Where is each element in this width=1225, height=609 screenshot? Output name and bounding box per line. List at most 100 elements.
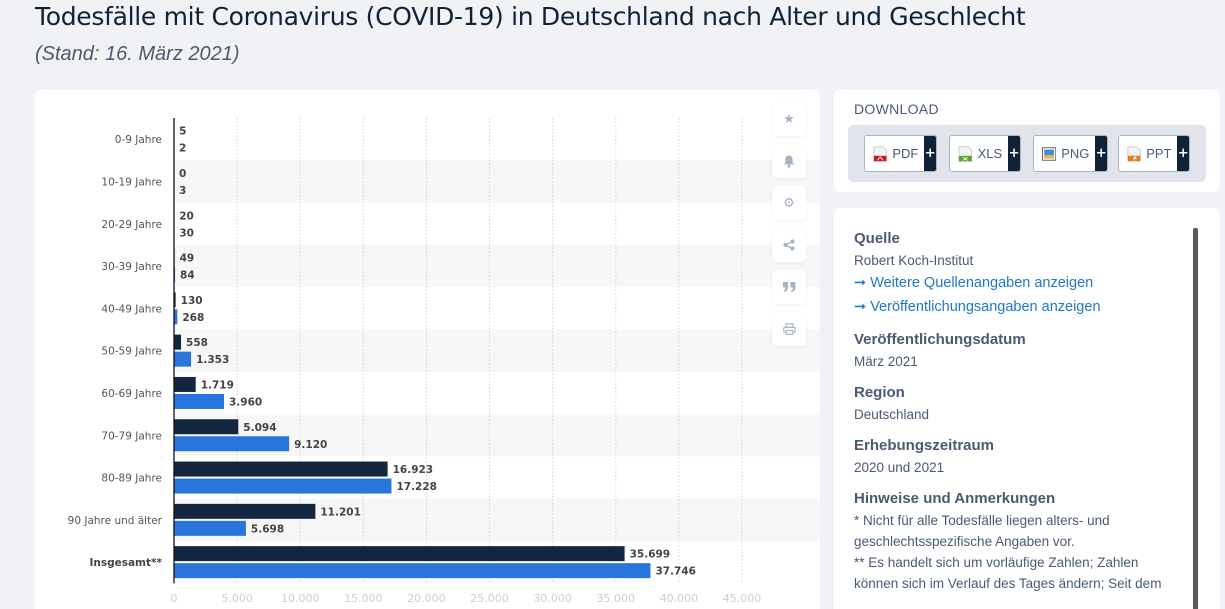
x-tick-label: 35.000 bbox=[597, 592, 636, 605]
data-label: 3 bbox=[179, 185, 186, 197]
data-label: 558 bbox=[186, 337, 208, 349]
data-label: 30 bbox=[179, 227, 194, 239]
category-label: 50-59 Jahre bbox=[101, 346, 162, 358]
source-heading: Quelle bbox=[854, 230, 900, 247]
print-icon bbox=[782, 323, 796, 335]
xls-file-icon bbox=[958, 145, 973, 162]
plus-icon: + bbox=[1095, 136, 1107, 171]
more-sources-label: Weitere Quellenangaben anzeigen bbox=[870, 275, 1094, 291]
download-bar: PDF + XLS + PNG + PPT + bbox=[848, 125, 1206, 182]
share-icon bbox=[783, 239, 795, 251]
x-tick-label: 15.000 bbox=[344, 592, 383, 605]
print-button[interactable] bbox=[772, 312, 806, 346]
category-label: Insgesamt** bbox=[89, 557, 162, 569]
bar-series-1 bbox=[174, 461, 388, 477]
data-label: 35.699 bbox=[630, 549, 671, 561]
data-label: 11.201 bbox=[320, 506, 361, 518]
data-label: 1.719 bbox=[201, 379, 234, 391]
category-label: 60-69 Jahre bbox=[101, 388, 162, 400]
gear-icon: ⚙ bbox=[783, 195, 795, 211]
period-value: 2020 und 2021 bbox=[854, 460, 945, 475]
download-png-label: PNG bbox=[1061, 146, 1090, 161]
bar-series-1 bbox=[174, 376, 196, 392]
download-panel: DOWNLOAD PDF + XLS + PNG + PPT + bbox=[834, 90, 1220, 192]
cite-button[interactable] bbox=[772, 270, 806, 304]
data-label: 268 bbox=[182, 312, 204, 324]
data-label: 2 bbox=[179, 143, 186, 155]
data-label: 5.698 bbox=[251, 523, 284, 535]
bar-series-2 bbox=[174, 393, 224, 409]
page-subtitle: (Stand: 16. März 2021) bbox=[35, 43, 240, 65]
category-label: 20-29 Jahre bbox=[101, 219, 162, 231]
download-pdf-label: PDF bbox=[892, 146, 919, 161]
row-stripe bbox=[174, 244, 820, 288]
x-tick-label: 30.000 bbox=[533, 592, 572, 605]
pdf-file-icon bbox=[873, 145, 887, 162]
bar-series-1 bbox=[174, 292, 176, 308]
download-pdf-button[interactable]: PDF + bbox=[864, 135, 937, 172]
share-button[interactable] bbox=[772, 228, 806, 262]
data-label: 20 bbox=[179, 210, 194, 222]
download-png-button[interactable]: PNG + bbox=[1033, 135, 1108, 172]
category-label: 40-49 Jahre bbox=[101, 303, 162, 315]
info-panel: Quelle Robert Koch-Institut ➞ Weitere Qu… bbox=[834, 208, 1220, 609]
category-label: 80-89 Jahre bbox=[101, 473, 162, 485]
data-label: 5 bbox=[179, 126, 186, 138]
star-icon: ★ bbox=[783, 111, 795, 127]
bar-series-2 bbox=[174, 309, 178, 325]
category-label: 90 Jahre und älter bbox=[68, 515, 163, 527]
source-value: Robert Koch-Institut bbox=[854, 253, 974, 268]
category-label: 70-79 Jahre bbox=[101, 430, 162, 442]
data-label: 16.923 bbox=[393, 464, 434, 476]
pubdate-value: März 2021 bbox=[854, 354, 918, 369]
bar-series-1 bbox=[174, 419, 239, 435]
x-tick-label: 20.000 bbox=[407, 592, 446, 605]
more-sources-link[interactable]: ➞ Weitere Quellenangaben anzeigen bbox=[854, 271, 1184, 295]
download-title: DOWNLOAD bbox=[854, 101, 939, 117]
notes-heading: Hinweise und Anmerkungen bbox=[854, 490, 1056, 507]
bar-series-1 bbox=[174, 334, 182, 350]
bell-icon bbox=[784, 155, 794, 168]
arrow-right-icon: ➞ bbox=[854, 275, 867, 291]
note-1: * Nicht für alle Todesfälle liegen alter… bbox=[854, 513, 1110, 549]
settings-button[interactable]: ⚙ bbox=[772, 186, 806, 220]
download-xls-button[interactable]: XLS + bbox=[949, 135, 1021, 172]
bar-chart: 0 5.000 10.000 15.000 20.000 25.000 30.000 35.0… bbox=[68, 118, 820, 605]
category-label: 10-19 Jahre bbox=[101, 176, 162, 188]
download-xls-label: XLS bbox=[977, 146, 1003, 161]
data-label: 49 bbox=[180, 253, 195, 265]
quote-icon bbox=[782, 282, 795, 292]
pubdate-heading: Veröffentlichungsdatum bbox=[854, 331, 1026, 348]
category-label: 0-9 Jahre bbox=[115, 134, 162, 146]
plus-icon: + bbox=[1177, 136, 1189, 171]
download-ppt-button[interactable]: PPT + bbox=[1118, 135, 1190, 172]
bar-series-1 bbox=[174, 503, 316, 519]
info-scrollbar[interactable] bbox=[1193, 228, 1198, 609]
png-image-icon bbox=[1042, 146, 1057, 161]
ppt-file-icon bbox=[1127, 145, 1141, 162]
publication-info-label: Veröffentlichungsangaben anzeigen bbox=[870, 299, 1101, 315]
bar-series-2 bbox=[174, 520, 246, 536]
bar-series-1 bbox=[174, 546, 625, 562]
plus-icon: + bbox=[924, 136, 936, 171]
x-tick-label: 10.000 bbox=[281, 592, 320, 605]
page-title: Todesfälle mit Coronavirus (COVID-19) in… bbox=[35, 2, 1026, 31]
data-label: 130 bbox=[181, 295, 203, 307]
arrow-right-icon: ➞ bbox=[854, 299, 867, 315]
data-label: 17.228 bbox=[396, 481, 437, 493]
data-label: 84 bbox=[180, 270, 195, 282]
x-tick-label: 25.000 bbox=[470, 592, 509, 605]
row-stripe bbox=[174, 329, 820, 372]
plus-icon: + bbox=[1008, 136, 1020, 171]
publication-info-link[interactable]: ➞ Veröffentlichungsangaben anzeigen bbox=[854, 295, 1184, 319]
download-ppt-label: PPT bbox=[1146, 146, 1172, 161]
bar-series-2 bbox=[174, 563, 651, 579]
category-label: 30-39 Jahre bbox=[101, 261, 162, 273]
notify-button[interactable] bbox=[772, 144, 806, 178]
data-label: 3.960 bbox=[229, 396, 262, 408]
favorite-button[interactable]: ★ bbox=[772, 102, 806, 136]
data-label: 37.746 bbox=[655, 566, 696, 578]
data-label: 0 bbox=[179, 168, 186, 180]
region-value: Deutschland bbox=[854, 407, 930, 422]
row-stripe bbox=[174, 160, 820, 203]
